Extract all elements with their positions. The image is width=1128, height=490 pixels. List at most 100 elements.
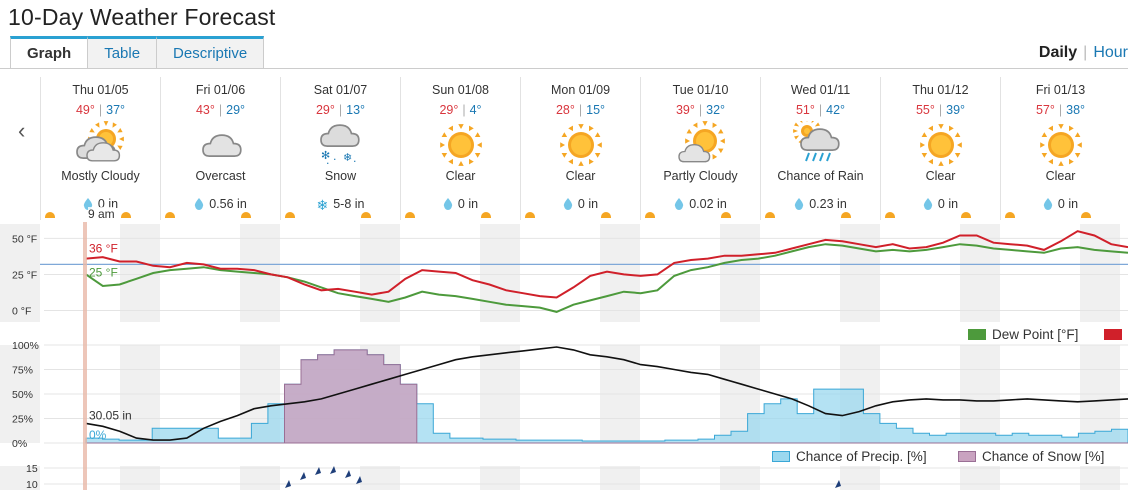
sunrise-icon	[285, 212, 295, 218]
precip-amount: 0.23 in	[809, 197, 847, 211]
tab-graph[interactable]: Graph	[10, 36, 89, 69]
svg-text:·: ·	[353, 155, 357, 167]
day-temps: 51° | 42°	[795, 103, 846, 117]
sunrise-icon	[645, 212, 655, 218]
temperature-line	[85, 230, 1128, 299]
low-temp: 13°	[346, 103, 366, 117]
current-time-label: 9 am	[88, 207, 115, 221]
wind-arrow-icon	[315, 467, 321, 475]
day-date: Thu 01/05	[72, 83, 129, 97]
sunset-icon	[481, 212, 491, 218]
partly-cloudy-icon	[677, 121, 725, 163]
sunrise-icon	[765, 212, 775, 218]
night-band	[600, 466, 640, 490]
day-date: Thu 01/12	[912, 83, 969, 97]
low-temp: 32°	[706, 103, 726, 117]
svg-text:❄: ❄	[343, 151, 352, 164]
precip-amount: 0 in	[937, 197, 959, 211]
day-column[interactable]: Sun 01/08 29° | 4° Clear 0 in	[400, 77, 520, 220]
dew-start-label: 25 °F	[89, 265, 118, 279]
dew-point-line	[85, 243, 1128, 313]
night-band	[240, 466, 280, 490]
day-column[interactable]: Thu 01/05 49° | 37° Mostly Cloudy 0 in	[40, 77, 160, 220]
day-column[interactable]: Thu 01/12 55° | 39° Clear 0 in	[880, 77, 1000, 220]
y-tick-label: 50 °F	[12, 233, 37, 245]
wind-arrow-icon	[330, 466, 336, 474]
low-temp: 39°	[946, 103, 966, 117]
day-temps: 55° | 39°	[915, 103, 966, 117]
day-column[interactable]: Sat 01/07 29° | 13° ✻ · ❄ · · Snow ❄ 5-8 in	[280, 77, 400, 220]
view-mode-switch: Daily | Hour	[1039, 44, 1128, 62]
day-precip: ❄ 5-8 in	[281, 197, 400, 214]
snowflake-icon: ❄	[316, 197, 329, 213]
precip-amount: 0.02 in	[689, 197, 727, 211]
day-precip: 0 in	[881, 197, 1000, 213]
tab-descriptive[interactable]: Descriptive	[156, 36, 265, 69]
high-temp: 29°	[315, 103, 335, 117]
svg-text:·: ·	[326, 157, 330, 167]
rain-drop-icon	[923, 198, 933, 213]
day-condition: Snow	[324, 169, 357, 183]
high-temp: 51°	[795, 103, 815, 117]
cloudy-icon	[201, 134, 242, 157]
night-band	[840, 224, 880, 322]
pressure-line	[85, 346, 1128, 441]
low-temp: 15°	[586, 103, 606, 117]
precip-start-label: 0%	[89, 428, 107, 442]
sunset-icon	[601, 212, 611, 218]
day-column[interactable]: Fri 01/06 43° | 29° Overcast 0.56 in	[160, 77, 280, 220]
day-temps: 39° | 32°	[675, 103, 726, 117]
sun-icon	[439, 124, 482, 166]
day-column[interactable]: Wed 01/11 51° | 42° Chance of Rain 0.23 in	[760, 77, 880, 220]
pressure-start-label: 30.05 in	[89, 408, 132, 422]
day-date: Sun 01/08	[432, 83, 489, 97]
day-condition: Clear	[565, 169, 596, 183]
prev-days-chevron-icon[interactable]: ‹	[18, 118, 26, 143]
day-precip: 0.02 in	[641, 197, 760, 213]
high-temp: 29°	[439, 103, 459, 117]
legend-snow: Chance of Snow [%]	[958, 449, 1104, 464]
day-condition: Mostly Cloudy	[61, 169, 140, 183]
y-tick-label: 50%	[12, 389, 33, 401]
sun-icon	[559, 124, 602, 166]
day-temps: 49° | 37°	[75, 103, 126, 117]
snow-swatch	[958, 451, 976, 462]
day-date: Wed 01/11	[790, 83, 851, 97]
high-temp: 55°	[915, 103, 935, 117]
forecast-charts: 50 °F25 °F0 °F36 °F25 °F100%75%50%25%0%3…	[0, 222, 1128, 490]
daily-toggle[interactable]: Daily	[1038, 44, 1078, 61]
high-temp: 28°	[555, 103, 575, 117]
night-band	[960, 466, 1000, 490]
high-temp: 57°	[1035, 103, 1055, 117]
day-precip: 0 in	[401, 197, 520, 213]
tab-table[interactable]: Table	[87, 36, 158, 69]
precip-amount: 0.56 in	[209, 197, 247, 211]
rain-drop-icon	[563, 198, 573, 213]
day-column[interactable]: Mon 01/09 28° | 15° Clear 0 in	[520, 77, 640, 220]
legend-snow-label: Chance of Snow [%]	[982, 449, 1105, 464]
legend-dew-point-label: Dew Point [°F]	[992, 327, 1079, 342]
chance-rain-icon	[792, 121, 840, 162]
night-band	[360, 466, 400, 490]
y-tick-label: 10	[26, 479, 38, 490]
sunrise-icon	[525, 212, 535, 218]
snow-chance-area	[86, 349, 1128, 444]
hourly-toggle[interactable]: Hour	[1093, 44, 1128, 61]
legend-temperature: T	[1104, 327, 1128, 342]
low-temp: 37°	[106, 103, 126, 117]
rain-drop-icon	[194, 198, 204, 213]
day-condition: Chance of Rain	[777, 169, 864, 183]
night-band	[120, 466, 160, 490]
precip-amount: 0 in	[577, 197, 599, 211]
low-temp: 38°	[1066, 103, 1086, 117]
day-column[interactable]: Tue 01/10 39° | 32° Partly Cloudy 0.02 in	[640, 77, 760, 220]
svg-text:✻: ✻	[321, 149, 330, 162]
day-column[interactable]: Fri 01/13 57° | 38° Clear 0 in	[1000, 77, 1120, 220]
precip-amount: 5-8 in	[333, 197, 365, 211]
day-precip: 0 in	[521, 197, 640, 213]
low-temp: 4°	[469, 103, 482, 117]
precip-swatch	[772, 451, 790, 462]
high-temp: 49°	[75, 103, 95, 117]
y-tick-label: 100%	[12, 340, 39, 352]
legend-dew-point: Dew Point [°F]	[968, 327, 1078, 342]
